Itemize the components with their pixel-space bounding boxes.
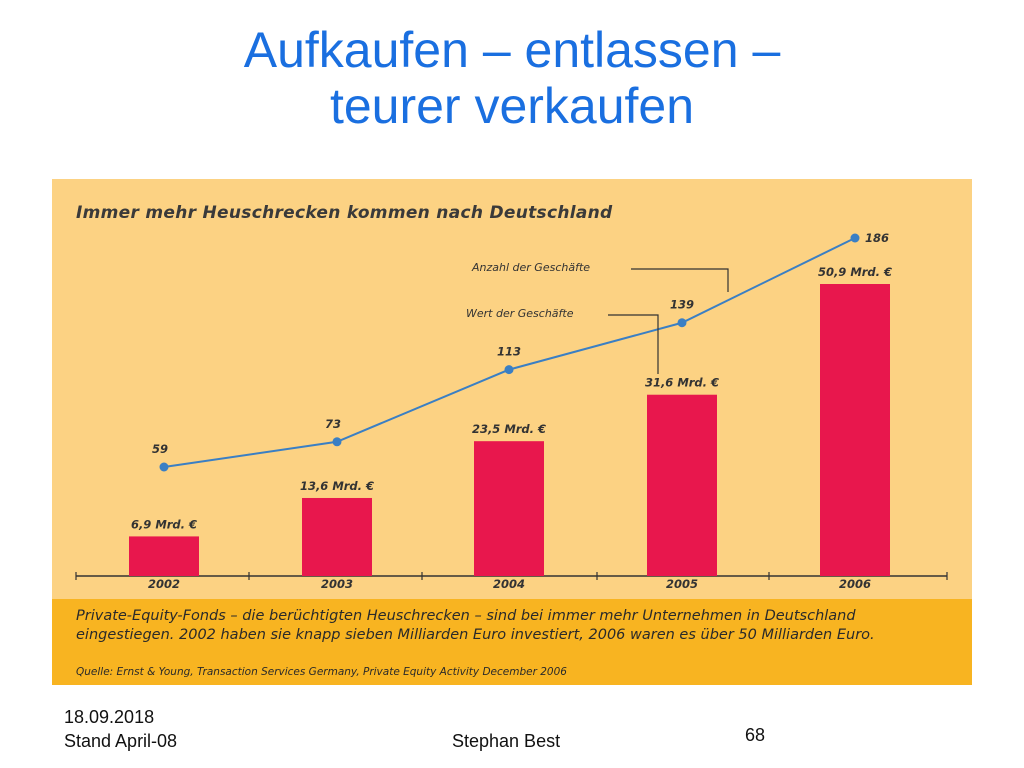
x-tick-label-2006: 2006 bbox=[839, 577, 871, 591]
caption-band bbox=[52, 599, 972, 685]
footer-author: Stephan Best bbox=[452, 731, 561, 751]
annotation-wert: Wert der Geschäfte bbox=[466, 307, 574, 320]
bar-2003 bbox=[302, 497, 372, 576]
slide-title-line-1: Aufkaufen – entlassen – bbox=[243, 22, 781, 78]
chart-svg: 6,9 Mrd. € 13,6 Mrd. € 23,5 Mrd. € 31,6 Mrd… bbox=[75, 231, 948, 591]
bar-2004 bbox=[474, 441, 544, 576]
line-point-2006 bbox=[850, 233, 860, 243]
chart-heading: Immer mehr Heuschrecken kommen nach Deut… bbox=[76, 203, 613, 223]
annotation-anzahl: Anzahl der Geschäfte bbox=[471, 261, 590, 274]
bar-label-2003: 13,6 Mrd. € bbox=[300, 479, 374, 493]
bar-label-2005: 31,6 Mrd. € bbox=[645, 376, 719, 390]
chart-source: Quelle: Ernst & Young, Transaction Servi… bbox=[76, 666, 567, 678]
line-point-2003 bbox=[332, 437, 342, 447]
line-label-2004: 113 bbox=[497, 345, 521, 359]
footer-date: 18.09.2018 bbox=[64, 707, 155, 727]
line-label-2002: 59 bbox=[152, 442, 168, 456]
line-point-2002 bbox=[159, 462, 169, 472]
x-tick-label-2002: 2002 bbox=[148, 577, 180, 591]
bar-2005 bbox=[647, 394, 717, 576]
line-label-2003: 73 bbox=[325, 417, 341, 431]
bar-label-2006: 50,9 Mrd. € bbox=[818, 265, 892, 279]
bar-label-2004: 23,5 Mrd. € bbox=[472, 422, 546, 436]
annotation-anzahl-leader bbox=[631, 268, 729, 292]
x-tick-label-2005: 2005 bbox=[666, 577, 698, 591]
chart-figure: Immer mehr Heuschrecken kommen nach Deut… bbox=[52, 179, 972, 685]
bar-2006 bbox=[820, 284, 890, 576]
line-label-2005: 139 bbox=[670, 298, 694, 312]
line-label-2006: 186 bbox=[865, 231, 889, 245]
bar-2002 bbox=[129, 536, 199, 576]
chart-caption: Private-Equity-Fonds – die berüchtigten … bbox=[76, 608, 875, 643]
line-point-2005 bbox=[677, 318, 687, 328]
slide-title-line-2: teurer verkaufen bbox=[329, 78, 695, 134]
slide-title: Aufkaufen – entlassen – teurer verkaufen bbox=[0, 22, 1024, 134]
annotation-wert-leader bbox=[608, 314, 659, 374]
line-point-2004 bbox=[504, 365, 514, 375]
footer-page-number: 68 bbox=[745, 725, 766, 745]
x-tick-label-2003: 2003 bbox=[321, 577, 353, 591]
x-tick-label-2004: 2004 bbox=[493, 577, 525, 591]
bar-label-2002: 6,9 Mrd. € bbox=[131, 517, 197, 531]
footer-stand: Stand April-08 bbox=[64, 731, 178, 751]
